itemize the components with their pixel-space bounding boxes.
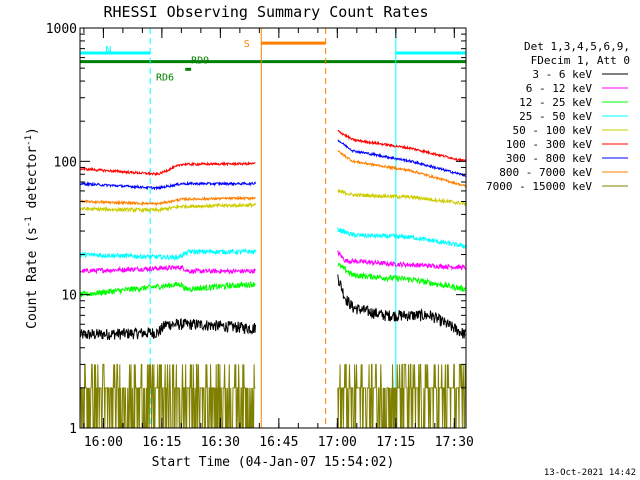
series-12-25-kev [80,262,466,298]
x-tick-label: 16:45 [259,435,298,450]
plot-frame [79,27,467,429]
legend-entry-3-6-kev: 3 - 6 keV [532,68,592,81]
series-line [80,262,466,298]
x-tick-label: 16:00 [84,435,123,450]
y-axis-label: Count Rate (s-1 detector-1) [24,127,40,329]
y-tick-label: 10 [61,289,77,304]
series-3-6-kev [80,274,466,341]
flag-lines [80,41,466,71]
flag-label-s: S [244,39,250,50]
mode-vertical-lines [80,28,466,428]
legend-entry-25-50-kev: 25 - 50 keV [519,110,592,123]
legend-entry-6-12-kev: 6 - 12 keV [526,82,593,95]
series-6-12-kev [80,250,466,275]
series-800-7000-kev [80,149,466,207]
x-tick-label: 17:15 [376,435,415,450]
series-line [80,274,466,341]
chart-title: RHESSI Observing Summary Count Rates [103,3,428,21]
legend-header-line-2: FDecim 1, Att 0 [531,54,630,67]
x-axis: 16:00 16:15 16:30 16:45 17:00 17:15 17:30 [83,28,474,450]
legend-entry-50-100-kev: 50 - 100 keV [513,124,593,137]
series-line [80,129,466,177]
y-axis: 1 10 100 1000 [46,22,466,437]
legend-entry-100-300-kev: 100 - 300 keV [506,138,592,151]
series-line [80,139,466,191]
x-tick-label: 16:30 [201,435,240,450]
series-line [80,227,466,261]
flag-labels: N S RD9 RD6 [105,39,249,83]
flag-label-n: N [105,45,111,56]
series-50-100-kev [80,188,466,214]
series-25-50-kev [80,227,466,261]
legend-entry-7000-15000-kev: 7000 - 15000 keV [486,180,592,193]
series-line [80,250,466,275]
legend-entry-800-7000-kev: 800 - 7000 keV [499,166,592,179]
series-100-300-kev [80,129,466,177]
flag-label-rd9: RD9 [191,56,209,67]
y-tick-label: 100 [54,155,77,170]
x-tick-label: 17:30 [435,435,474,450]
x-axis-label: Start Time (04-Jan-07 15:54:02) [152,455,395,470]
legend-header-line-1: Det 1,3,4,5,6,9, [524,40,630,53]
y-tick-label: 1000 [46,22,77,37]
series-300-800-kev [80,139,466,191]
series-group [80,129,466,428]
flag-label-rd6: RD6 [156,72,174,83]
legend: Det 1,3,4,5,6,9, FDecim 1, Att 0 3 - 6 k… [486,40,630,193]
x-tick-label: 17:00 [318,435,357,450]
legend-entry-12-25-kev: 12 - 25 keV [519,96,592,109]
y-tick-label: 1 [69,422,77,437]
series-line [80,188,466,214]
series-line [80,363,466,428]
legend-entry-300-800-kev: 300 - 800 keV [506,152,592,165]
x-tick-label: 16:15 [142,435,181,450]
timestamp-label: 13-Oct-2021 14:42 [544,468,636,478]
series-line [80,149,466,207]
series-7000-15000-kev [80,363,466,428]
